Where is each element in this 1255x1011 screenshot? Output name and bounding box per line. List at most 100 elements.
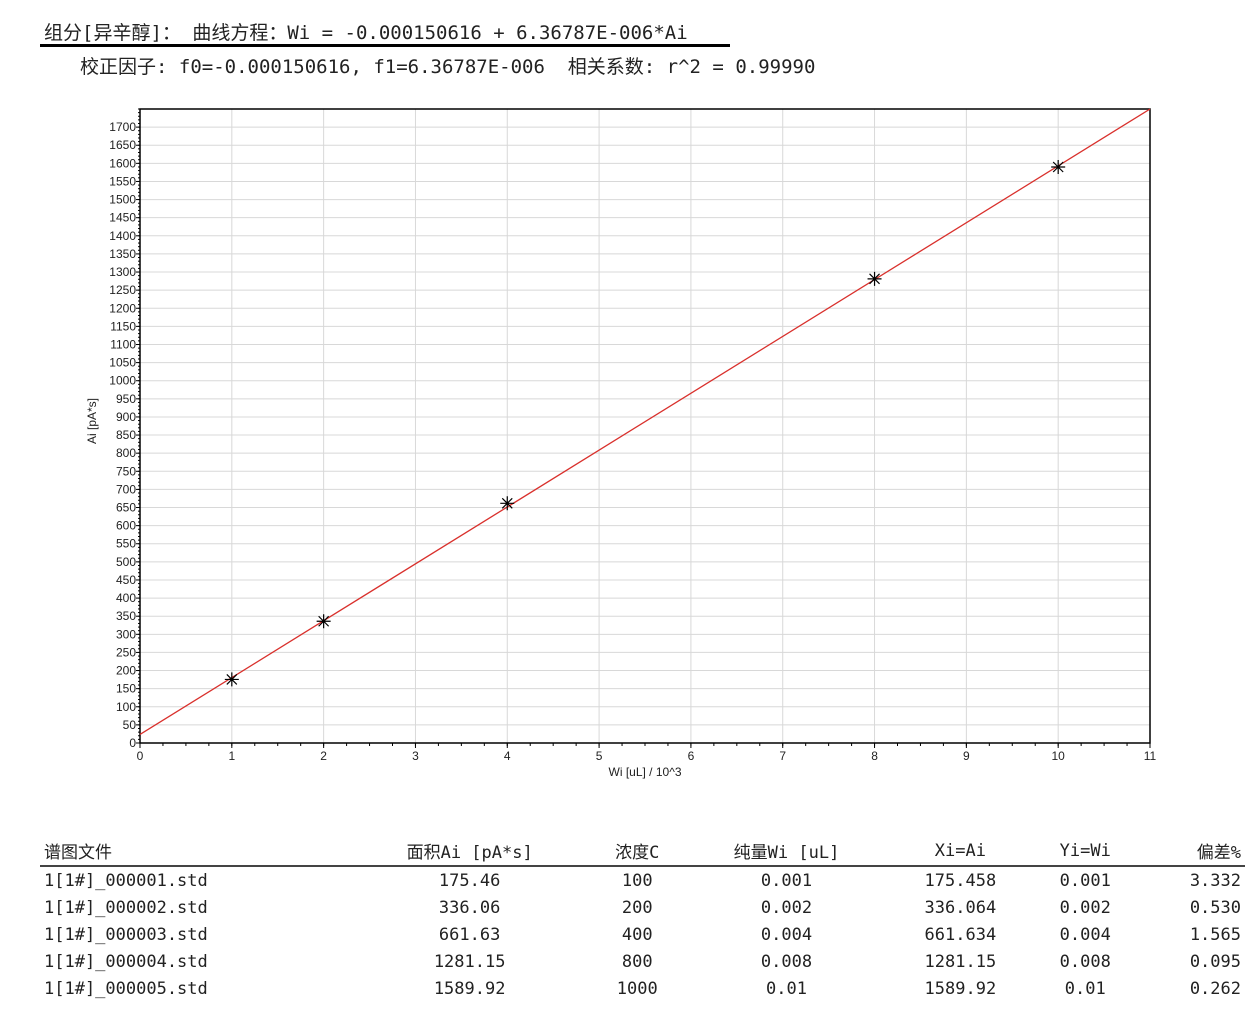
table-row: 1[1#]_000004.std 1281.15 800 0.008 1281.15 0.… [40, 948, 1245, 975]
table-cell: 3.332 [1189, 870, 1241, 891]
table-cell: 336.064 [924, 897, 997, 918]
column-header: 偏差% [1138, 836, 1245, 867]
x-axis-label: Wi [uL] / 10^3 [609, 765, 682, 779]
y-tick-label: 800 [116, 446, 136, 460]
y-tick-label: 500 [116, 555, 136, 569]
fit-line [139, 108, 1151, 735]
column-header: Yi=Wi [1032, 836, 1139, 867]
title-underline [40, 44, 730, 47]
table-cell: 0.004 [1059, 924, 1111, 945]
data-point-asterisk [316, 614, 331, 629]
table-cell: 0.002 [760, 897, 813, 918]
table-cell: 0.001 [760, 870, 813, 891]
table-cell: 1589.92 [924, 978, 997, 999]
x-tick-label: 0 [137, 749, 144, 763]
table-cell: 0.01 [766, 978, 807, 999]
table-cell: 800 [621, 951, 653, 972]
column-header: 面积Ai [pA*s] [349, 836, 591, 867]
x-tick-label: 7 [779, 749, 786, 763]
column-header: Xi=Ai [888, 836, 1033, 867]
column-header: 纯量Wi [uL] [684, 836, 889, 867]
y-tick-label: 550 [116, 537, 136, 551]
y-tick-label: 650 [116, 501, 136, 515]
x-tick-label: 8 [871, 749, 878, 763]
table-row: 1[1#]_000001.std 175.46 100 0.001 175.458 0.0… [40, 866, 1245, 894]
table-row: 1[1#]_000005.std 1589.92 1000 0.01 1589.92 0.… [40, 975, 1245, 1002]
y-tick-label: 1100 [110, 337, 136, 351]
y-tick-label: 1600 [109, 156, 136, 170]
table-cell: 1[1#]_000002.std [44, 897, 208, 918]
table-cell: 0.01 [1064, 978, 1106, 999]
y-tick-label: 900 [116, 410, 136, 424]
table-cell: 200 [621, 897, 653, 918]
y-tick-label: 1700 [109, 120, 136, 134]
calibration-factors: 校正因子: f0=-0.000150616, f1=6.36787E-006 相… [80, 56, 816, 78]
y-tick-label: 1000 [109, 374, 136, 388]
x-tick-label: 4 [504, 749, 511, 763]
table-cell: 1000 [616, 978, 658, 999]
x-tick-label: 6 [688, 749, 695, 763]
x-tick-label: 2 [320, 749, 327, 763]
y-tick-label: 1450 [109, 211, 136, 225]
table-cell: 336.06 [438, 897, 501, 918]
y-tick-label: 1350 [109, 247, 136, 261]
data-point-asterisk [500, 496, 515, 511]
table-cell: 0.095 [1189, 951, 1241, 972]
curve-equation-title: 组分[异辛醇]： 曲线方程：Wi = -0.000150616 + 6.3678… [44, 22, 688, 44]
column-header: 谱图文件 [40, 836, 349, 867]
x-tick-label: 1 [228, 749, 235, 763]
table-cell: 400 [621, 924, 653, 945]
x-tick-label: 5 [596, 749, 603, 763]
y-tick-label: 1250 [109, 283, 136, 297]
y-tick-label: 1550 [109, 174, 136, 188]
y-tick-label: 1200 [109, 301, 136, 315]
plot-frame [139, 108, 1151, 744]
table-row: 1[1#]_000002.std 336.06 200 0.002 336.064 0.0… [40, 894, 1245, 921]
table-cell: 0.002 [1059, 897, 1111, 918]
table-cell: 175.46 [438, 870, 501, 891]
table-cell: 0.262 [1189, 978, 1241, 999]
calibration-table: 谱图文件 面积Ai [pA*s] 浓度C 纯量Wi [uL] Xi=Ai Yi=Wi 偏差%… [40, 836, 1245, 1002]
data-point-asterisk [1051, 159, 1066, 174]
y-tick-label: 0 [129, 736, 136, 750]
y-tick-label: 850 [116, 428, 136, 442]
x-tick-label: 11 [1144, 749, 1157, 763]
table-cell: 0.530 [1189, 897, 1241, 918]
y-tick-label: 200 [116, 664, 136, 678]
table-cell: 661.634 [924, 924, 997, 945]
y-tick-label: 1050 [109, 356, 136, 370]
y-tick-label: 150 [116, 682, 136, 696]
y-tick-label: 100 [116, 700, 136, 714]
calibration-chart: 0501001502002503003504004505005506006507… [85, 108, 1157, 779]
table-cell: 661.63 [438, 924, 501, 945]
y-tick-label: 250 [116, 645, 136, 659]
y-tick-label: 450 [116, 573, 136, 587]
table-cell: 0.001 [1059, 870, 1111, 891]
table-cell: 0.008 [1059, 951, 1111, 972]
table-cell: 1.565 [1189, 924, 1241, 945]
column-header: 浓度C [590, 836, 685, 867]
y-tick-label: 1300 [109, 265, 136, 279]
table-cell: 175.458 [924, 870, 997, 891]
x-tick-label: 10 [1052, 749, 1066, 763]
y-tick-label: 600 [116, 519, 136, 533]
y-axis-label: Ai [pA*s] [85, 398, 99, 444]
y-tick-label: 950 [116, 392, 136, 406]
table-cell: 1[1#]_000003.std [44, 924, 208, 945]
y-tick-label: 1650 [109, 138, 136, 152]
table-cell: 1281.15 [924, 951, 997, 972]
y-tick-label: 1150 [110, 319, 136, 333]
y-tick-label: 1400 [109, 229, 136, 243]
table-cell: 0.008 [760, 951, 813, 972]
table-cell: 1[1#]_000001.std [44, 870, 208, 891]
table-cell: 1589.92 [433, 978, 506, 999]
data-point-asterisk [224, 672, 239, 687]
y-tick-label: 50 [123, 718, 137, 732]
x-tick-label: 9 [963, 749, 970, 763]
y-tick-label: 750 [116, 464, 136, 478]
y-tick-label: 350 [116, 609, 136, 623]
table-cell: 1281.15 [433, 951, 506, 972]
y-tick-label: 300 [116, 627, 136, 641]
x-tick-label: 3 [412, 749, 419, 763]
table-cell: 1[1#]_000005.std [44, 978, 208, 999]
